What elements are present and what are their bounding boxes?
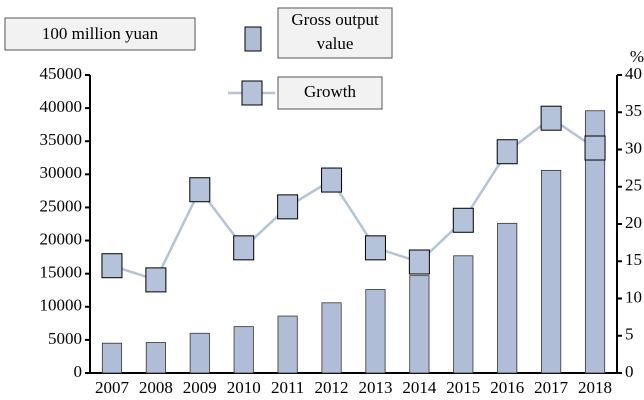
x-tick-label: 2007 bbox=[95, 378, 130, 397]
bar bbox=[277, 315, 298, 374]
legend-box bbox=[277, 7, 393, 59]
x-tick-label: 2018 bbox=[578, 378, 612, 397]
y-tick-label: 5000 bbox=[48, 329, 82, 348]
y2-tick-label: 40 bbox=[625, 64, 642, 83]
y2-tick-label: 20 bbox=[625, 213, 642, 232]
x-tick-label: 2012 bbox=[315, 378, 349, 397]
bar bbox=[584, 110, 606, 374]
legend-box bbox=[277, 76, 383, 110]
bar bbox=[497, 222, 518, 374]
growth-marker bbox=[233, 235, 255, 261]
y-tick-label: 0 bbox=[74, 362, 83, 381]
y2-tick-label: 30 bbox=[625, 138, 642, 157]
x-tick-label: 2017 bbox=[534, 378, 569, 397]
legend-label: Gross output value bbox=[291, 10, 379, 53]
y2-tick-label: 35 bbox=[625, 101, 642, 120]
bar bbox=[365, 289, 386, 374]
bar bbox=[409, 275, 430, 374]
bar bbox=[145, 342, 166, 374]
y2-tick-label: 0 bbox=[625, 362, 634, 381]
growth-marker bbox=[496, 139, 518, 165]
growth-marker bbox=[452, 207, 474, 233]
y2-tick-label: 5 bbox=[625, 325, 634, 344]
legend-bar-swatch bbox=[244, 26, 262, 52]
growth-marker bbox=[277, 194, 299, 220]
growth-marker bbox=[364, 235, 386, 261]
bar bbox=[453, 255, 474, 374]
y-tick-label: 45000 bbox=[40, 64, 83, 83]
y-tick-label: 10000 bbox=[40, 296, 83, 315]
x-tick-label: 2009 bbox=[183, 378, 217, 397]
y2-tick-label: 10 bbox=[625, 287, 642, 306]
legend-label: Growth bbox=[304, 82, 356, 101]
y-tick-label: 15000 bbox=[40, 263, 83, 282]
x-tick-label: 2015 bbox=[446, 378, 480, 397]
growth-marker bbox=[408, 249, 430, 275]
bar bbox=[233, 326, 254, 374]
growth-marker bbox=[321, 167, 343, 193]
growth-marker bbox=[189, 177, 211, 203]
x-tick-label: 2016 bbox=[490, 378, 524, 397]
y-axis-label: 100 million yuan bbox=[42, 24, 159, 43]
bar bbox=[541, 169, 562, 374]
y-tick-label: 40000 bbox=[40, 97, 83, 116]
y-tick-label: 35000 bbox=[40, 130, 83, 149]
bar bbox=[189, 332, 210, 374]
y-tick-label: 30000 bbox=[40, 163, 83, 182]
growth-marker bbox=[540, 105, 562, 131]
x-tick-label: 2011 bbox=[271, 378, 304, 397]
y-tick-label: 20000 bbox=[40, 229, 83, 248]
growth-marker bbox=[584, 135, 606, 161]
y2-tick-label: 15 bbox=[625, 250, 642, 269]
growth-line bbox=[111, 116, 596, 282]
y2-tick-label: 25 bbox=[625, 176, 642, 195]
x-tick-label: 2014 bbox=[402, 378, 437, 397]
growth-marker bbox=[101, 253, 123, 279]
y-tick-label: 25000 bbox=[40, 196, 83, 215]
y-label-box bbox=[4, 17, 196, 51]
y2-axis-label: % bbox=[630, 47, 644, 66]
bar bbox=[321, 302, 342, 374]
bar bbox=[101, 342, 123, 374]
growth-marker bbox=[145, 267, 167, 293]
legend-line-marker bbox=[241, 80, 263, 106]
x-tick-label: 2013 bbox=[358, 378, 392, 397]
x-tick-label: 2010 bbox=[227, 378, 261, 397]
x-tick-label: 2008 bbox=[139, 378, 173, 397]
